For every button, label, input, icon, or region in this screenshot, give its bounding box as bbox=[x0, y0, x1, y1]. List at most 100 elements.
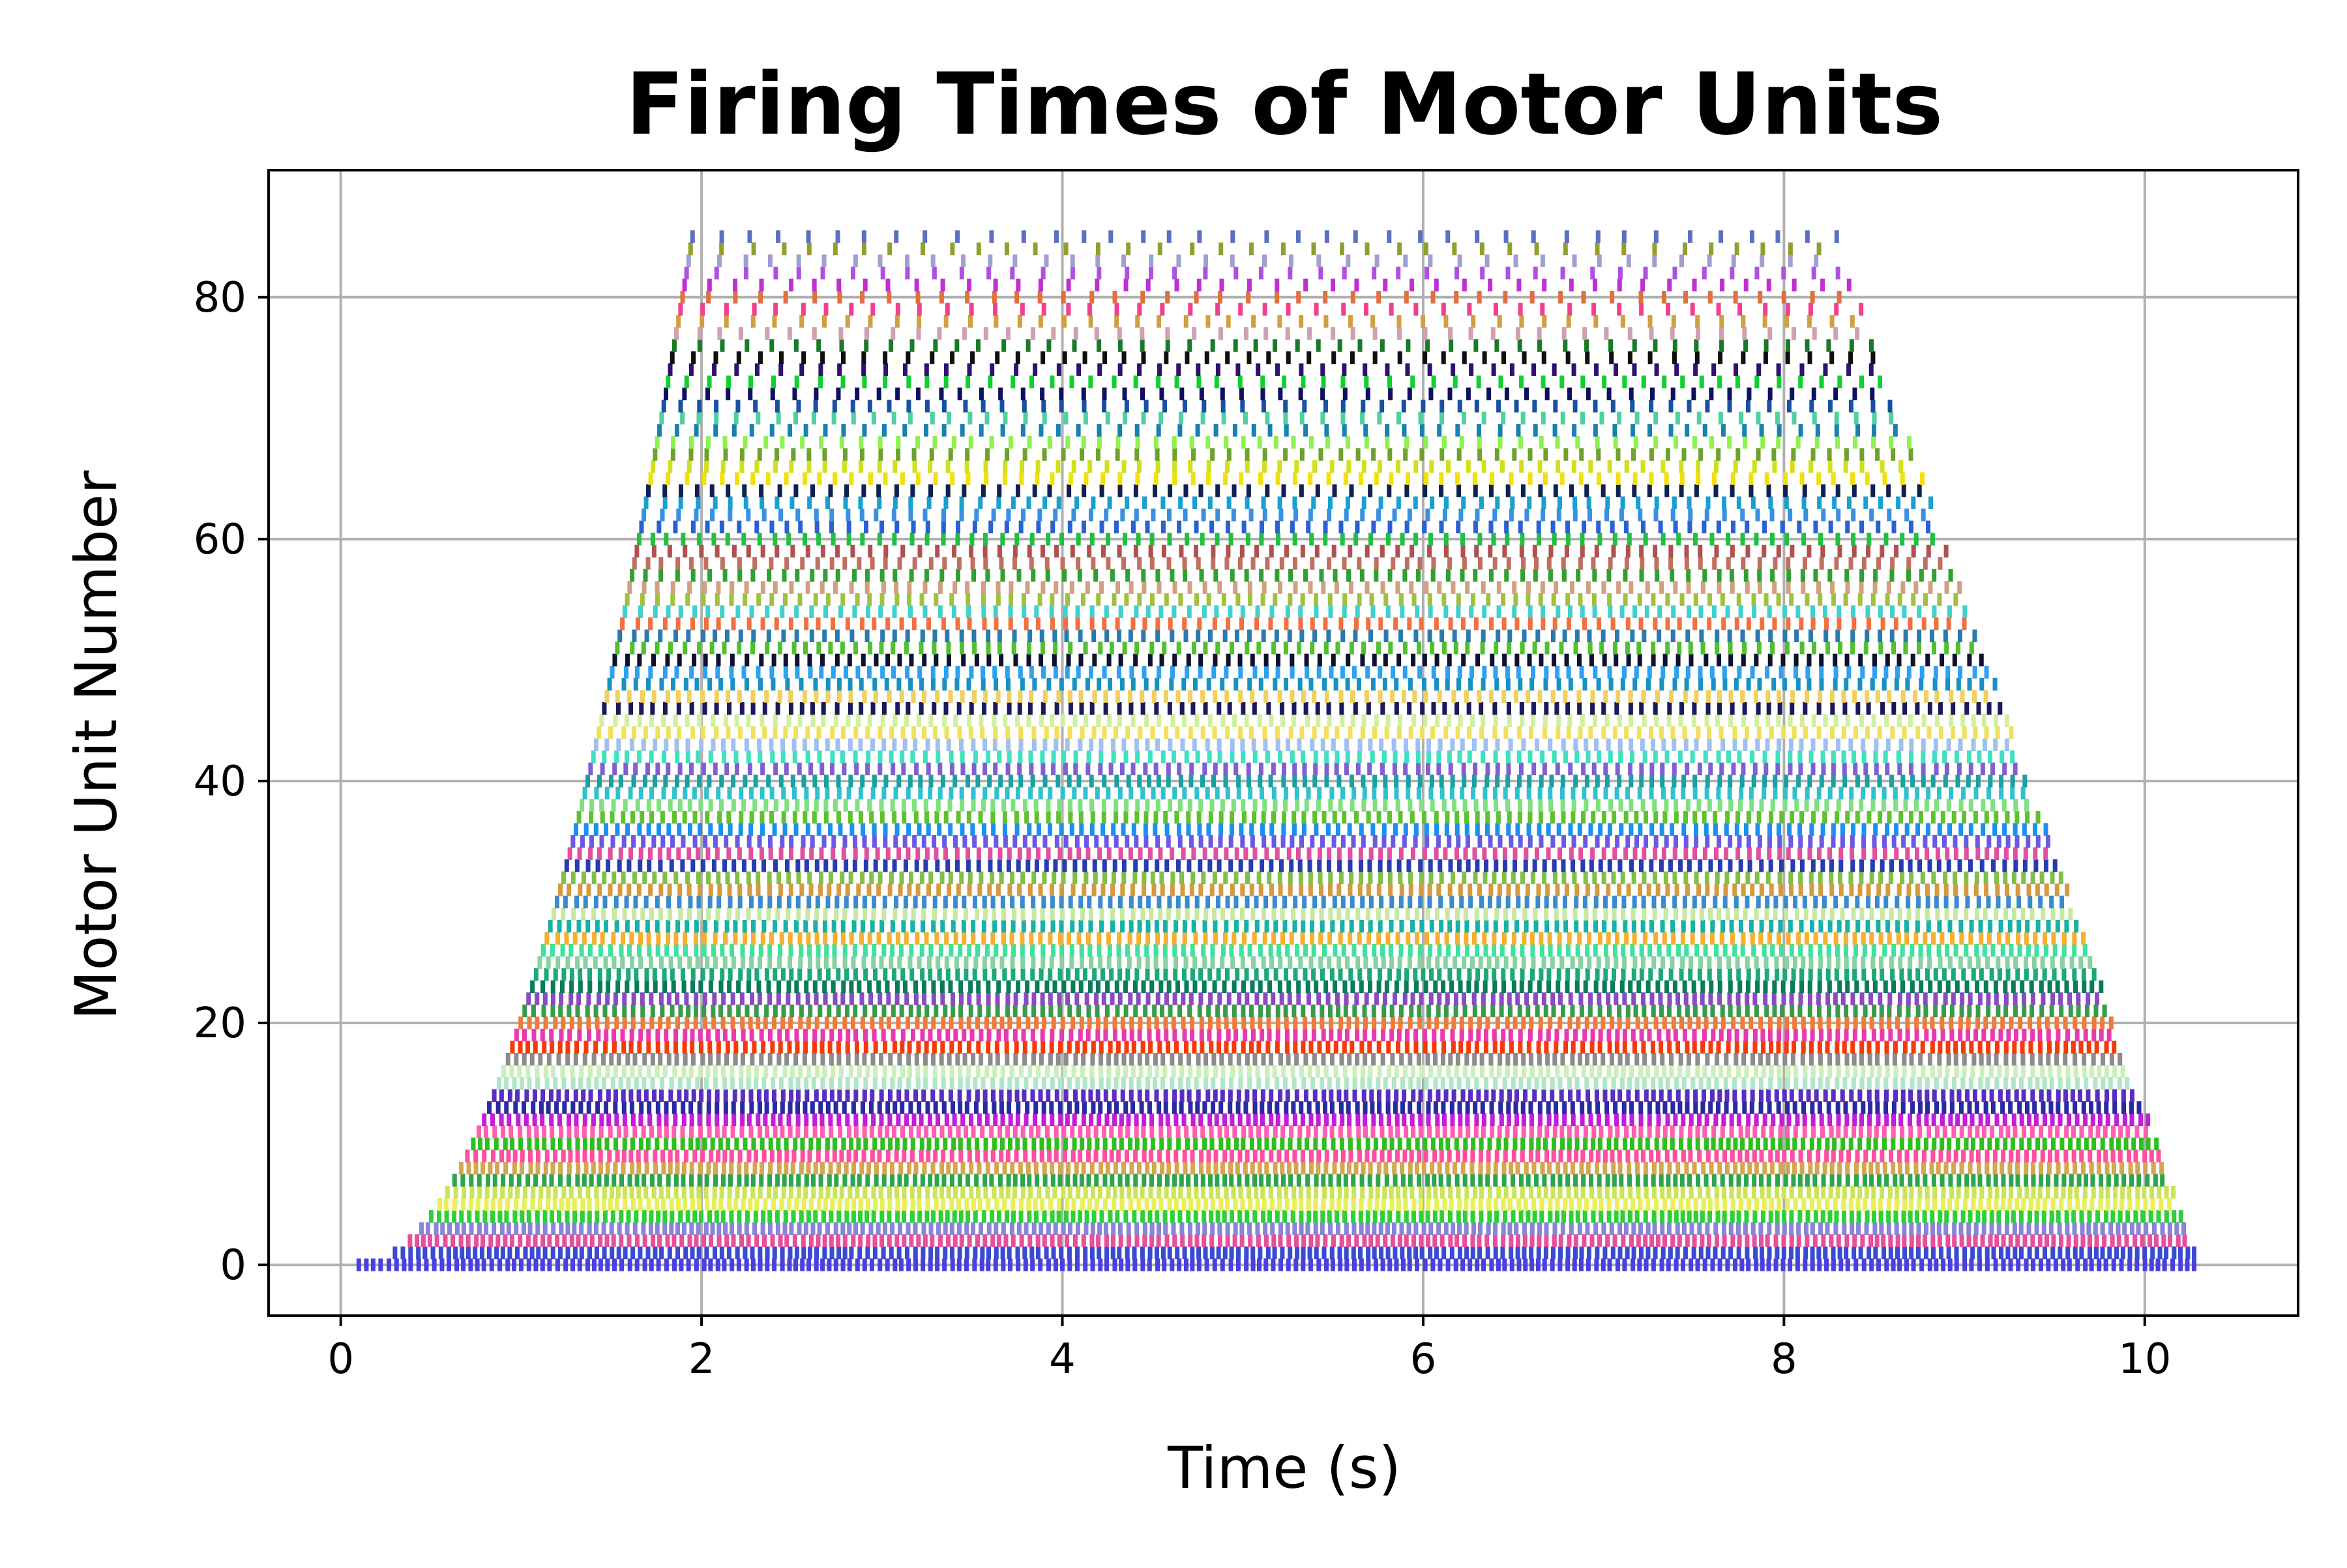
spike bbox=[657, 1234, 662, 1247]
spike bbox=[1336, 1077, 1340, 1089]
spike bbox=[2118, 1077, 2122, 1089]
spike bbox=[459, 1234, 464, 1247]
spike bbox=[962, 1029, 966, 1041]
spike bbox=[1129, 1053, 1134, 1065]
spike bbox=[1055, 1089, 1059, 1102]
spike bbox=[1582, 1234, 1586, 1247]
spike bbox=[2050, 1114, 2055, 1126]
spike bbox=[940, 981, 945, 993]
spike bbox=[1201, 1174, 1205, 1186]
spike bbox=[1312, 1016, 1316, 1029]
spike bbox=[995, 1041, 999, 1053]
spike bbox=[833, 1016, 837, 1029]
spike bbox=[761, 1210, 765, 1222]
spike bbox=[818, 1101, 823, 1114]
spike bbox=[1710, 1005, 1715, 1017]
spike bbox=[679, 1234, 684, 1247]
spike bbox=[650, 1174, 655, 1186]
spike bbox=[1908, 1210, 1913, 1222]
spike bbox=[1173, 992, 1177, 1005]
spike bbox=[760, 1138, 765, 1150]
spike bbox=[1706, 1149, 1711, 1162]
spike bbox=[1789, 1210, 1793, 1222]
spike bbox=[746, 1149, 751, 1162]
spike bbox=[1660, 1053, 1664, 1065]
spike bbox=[1818, 1041, 1822, 1053]
spike bbox=[796, 1077, 801, 1089]
spike bbox=[417, 1258, 421, 1271]
spike bbox=[1969, 1077, 1973, 1089]
spike bbox=[1445, 992, 1450, 1005]
spike bbox=[698, 1029, 703, 1041]
spike bbox=[1852, 1053, 1857, 1065]
spike bbox=[888, 1089, 893, 1102]
spike bbox=[1647, 1125, 1652, 1138]
spike bbox=[622, 1149, 627, 1162]
spike bbox=[487, 1101, 492, 1114]
spike bbox=[1888, 1234, 1893, 1247]
spike bbox=[808, 1005, 812, 1017]
spike bbox=[1679, 1053, 1683, 1065]
spike bbox=[646, 1041, 651, 1053]
spike bbox=[936, 1222, 941, 1235]
spike bbox=[879, 1210, 884, 1222]
spike bbox=[1656, 1149, 1661, 1162]
spike bbox=[2008, 1101, 2013, 1114]
spike bbox=[452, 1210, 456, 1222]
spike bbox=[746, 981, 751, 993]
spike bbox=[1505, 1065, 1510, 1077]
spike bbox=[1529, 1016, 1533, 1029]
spike bbox=[1979, 1053, 1984, 1065]
spike bbox=[1097, 1222, 1102, 1235]
spike bbox=[1880, 1186, 1884, 1198]
spike bbox=[1589, 1174, 1593, 1186]
spike bbox=[1355, 1114, 1360, 1126]
spike bbox=[1581, 1186, 1586, 1198]
spike bbox=[2110, 1053, 2114, 1065]
spike bbox=[1625, 1053, 1630, 1065]
spike bbox=[1282, 1210, 1287, 1222]
spike bbox=[572, 1222, 576, 1235]
spike bbox=[579, 1065, 583, 1077]
spike bbox=[789, 1089, 793, 1102]
spike bbox=[1133, 1005, 1138, 1017]
spike bbox=[2054, 1174, 2058, 1186]
spike bbox=[536, 1162, 540, 1174]
spike bbox=[1344, 1247, 1349, 1259]
spike bbox=[439, 1247, 443, 1259]
spike bbox=[2131, 1138, 2136, 1150]
spike bbox=[668, 1247, 672, 1259]
spike bbox=[1234, 1138, 1239, 1150]
spike bbox=[1222, 1114, 1227, 1126]
spike bbox=[980, 1125, 984, 1138]
spike bbox=[524, 1247, 528, 1259]
spike bbox=[872, 1005, 877, 1017]
spike bbox=[1117, 1247, 1121, 1259]
spike bbox=[1329, 1029, 1333, 1041]
spike bbox=[1986, 1174, 1991, 1186]
spike bbox=[1661, 1247, 1666, 1259]
spike bbox=[1458, 1247, 1462, 1259]
spike bbox=[969, 1186, 973, 1198]
spike bbox=[1301, 1247, 1306, 1259]
spike bbox=[1795, 1258, 1800, 1271]
spike bbox=[2134, 1258, 2139, 1271]
spike bbox=[1218, 1198, 1223, 1211]
spike bbox=[1569, 1210, 1574, 1222]
spike bbox=[2035, 1222, 2039, 1235]
spike bbox=[915, 1016, 920, 1029]
spike bbox=[782, 1174, 787, 1186]
spike bbox=[1462, 1149, 1467, 1162]
spike bbox=[2001, 1198, 2005, 1211]
spike bbox=[1554, 1041, 1558, 1053]
spike bbox=[1140, 1101, 1144, 1114]
spike bbox=[1125, 1174, 1130, 1186]
spike bbox=[606, 1114, 611, 1126]
spike bbox=[670, 1210, 674, 1222]
spike bbox=[1366, 1247, 1370, 1259]
spike bbox=[1618, 1053, 1623, 1065]
spike bbox=[1386, 1247, 1391, 1259]
spike bbox=[949, 1041, 954, 1053]
spike bbox=[749, 1125, 754, 1138]
spike bbox=[1111, 1247, 1115, 1259]
